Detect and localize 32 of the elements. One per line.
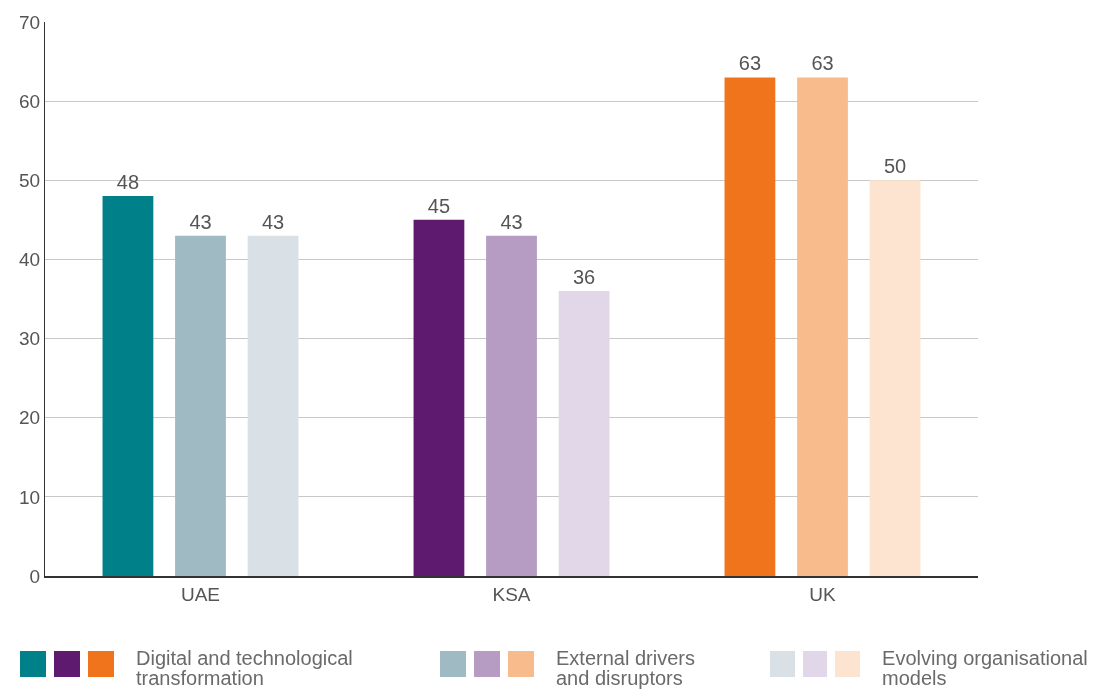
bar — [797, 77, 848, 576]
data-label: 63 — [811, 52, 834, 75]
bar — [102, 196, 154, 576]
legend-label: Digital and technological transformation — [136, 647, 354, 689]
data-label: 50 — [883, 155, 907, 178]
x-tick-label: KSA — [492, 583, 531, 605]
y-tick-label: 10 — [19, 486, 41, 508]
y-tick-label: 40 — [19, 249, 41, 271]
bar — [724, 77, 776, 576]
y-tick-label: 0 — [29, 565, 41, 587]
data-label: 43 — [500, 210, 523, 233]
data-label: 43 — [261, 210, 285, 233]
x-tick-label: UK — [809, 583, 837, 605]
data-label: 48 — [116, 171, 140, 194]
data-label: 36 — [572, 266, 596, 289]
bar — [558, 291, 610, 576]
legend-label: Evolving organisational models — [882, 647, 1089, 689]
data-label: 45 — [427, 194, 451, 217]
bar — [413, 219, 465, 576]
data-label: 43 — [189, 210, 212, 233]
x-tick-label: UAE — [180, 583, 221, 605]
data-label: 63 — [738, 52, 762, 75]
y-tick-label: 60 — [19, 90, 41, 112]
y-tick-label: 20 — [19, 407, 41, 429]
bar — [486, 235, 537, 576]
y-tick-label: 50 — [19, 169, 41, 191]
bar — [247, 235, 299, 576]
bar — [175, 235, 226, 576]
y-tick-label: 30 — [19, 328, 41, 350]
y-tick-label: 70 — [19, 11, 41, 33]
legend-label: External drivers and disruptors — [556, 647, 696, 689]
bar — [869, 180, 921, 576]
